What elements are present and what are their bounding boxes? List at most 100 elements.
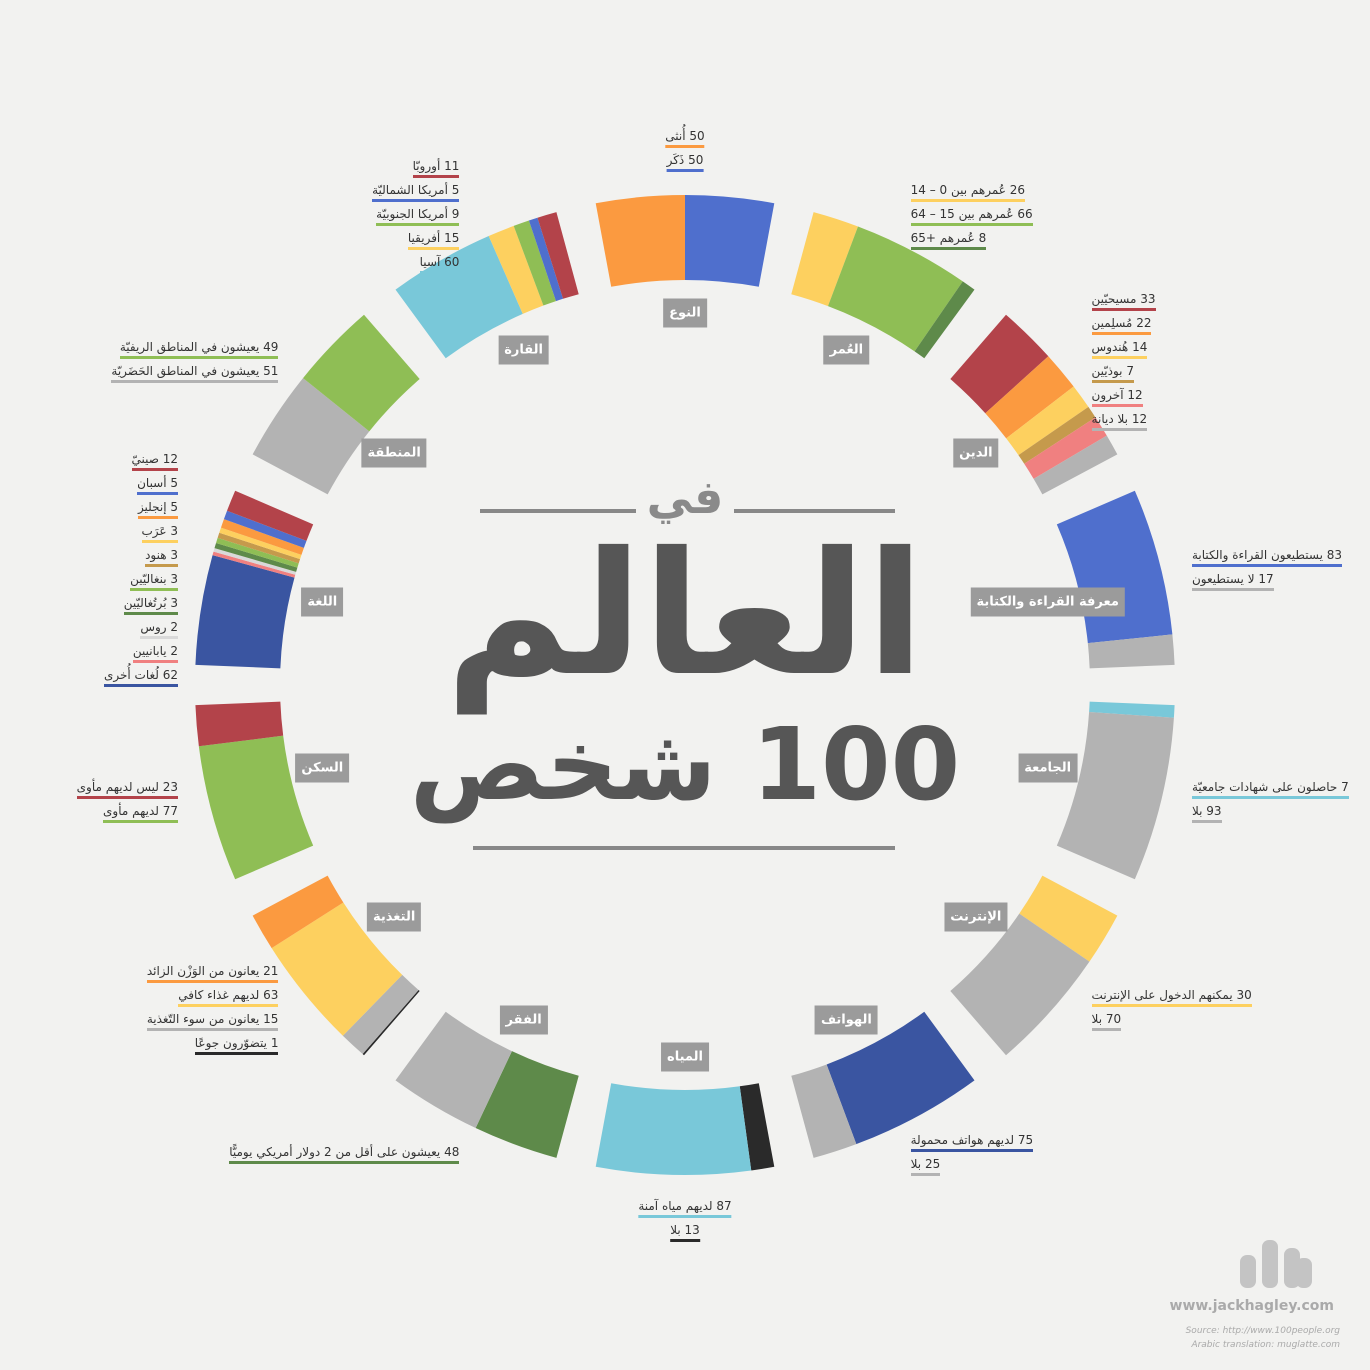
segment [219, 527, 302, 560]
segment [826, 1011, 975, 1145]
item-label: 50 أُنثى [665, 128, 705, 148]
item-label: 9 أمريكا الجنوبيّة [376, 206, 460, 227]
item-label: 22 مُسلِمين [1091, 315, 1152, 335]
segment [252, 875, 344, 949]
segment [791, 212, 858, 307]
item-value: 3 [170, 596, 179, 611]
item-value: 25 [924, 1156, 941, 1171]
item-value: 5 [170, 476, 179, 491]
segment [513, 220, 556, 306]
segment [791, 1064, 857, 1158]
item-value: 22 [1136, 315, 1152, 330]
group-label: الهواتف [814, 1005, 878, 1035]
item-label: 1 يتضوّرون جوعًا [194, 1035, 279, 1056]
item-label: 15 أفريقيا [407, 230, 460, 251]
item-name: لديهم غذاء كافي [178, 988, 260, 1003]
item-label: 13 بلا [670, 1222, 700, 1242]
item-label: 8 عُمرهم +65 [910, 230, 987, 251]
group-label: القارة [498, 335, 549, 365]
item-value: 2 [170, 620, 179, 635]
item-name: يعيشون على أقل من 2 دولار أمريكي يوميًّا [229, 1144, 441, 1159]
item-label: 15 يعانون من سوء التّغذية [146, 1011, 279, 1032]
item-name: أُنثى [665, 129, 686, 143]
group-label: الجامعة [1018, 753, 1078, 783]
segment [271, 902, 403, 1036]
item-name: بلا [670, 1223, 681, 1237]
item-label: 63 لديهم غذاء كافي [178, 987, 279, 1008]
segment [475, 1051, 579, 1158]
item-name: حاصلون على شهادات جامعيّة [1191, 779, 1338, 794]
item-value: 2 [170, 644, 179, 659]
item-label: 2 يابانيين [132, 643, 179, 664]
item-name: بلا [1091, 1012, 1103, 1027]
item-value: 48 [444, 1144, 460, 1159]
segment [528, 217, 564, 302]
item-label: 2 روس [140, 619, 179, 640]
segment [1056, 712, 1174, 880]
group-label: المياه [661, 1042, 709, 1072]
item-name: عَرَب [141, 524, 167, 539]
item-label: 5 أمريكا الشماليّة [372, 182, 460, 203]
item-name: يابانيين [132, 644, 167, 659]
item-name: لُغات أُخرى [103, 668, 159, 683]
group-label: معرفة القراءة والكتابة [970, 587, 1125, 617]
item-name: روس [140, 620, 167, 635]
item-value: 15 [263, 1012, 279, 1027]
item-label: 7 حاصلون على شهادات جامعيّة [1191, 779, 1349, 799]
item-value: 51 [263, 363, 279, 378]
pretitle: في [646, 470, 724, 524]
item-value: 60 [444, 255, 460, 270]
item-label: 51 يعيشون في المناطق الحَضَريّة [111, 363, 279, 383]
site: www.jackhagley.com [1169, 1298, 1334, 1314]
item-label: 48 يعيشون على أقل من 2 دولار أمريكي يومي… [229, 1144, 460, 1164]
item-label: 50 ذَكَر [666, 152, 704, 172]
segment [595, 195, 685, 287]
group-label: العُمر [823, 335, 870, 365]
item-label: 62 لُغات أُخرى [103, 667, 179, 688]
item-value: 62 [162, 668, 179, 683]
item-label: 26 عُمرهم بين 0 – 14 [910, 182, 1026, 203]
segment [198, 735, 314, 880]
item-value: 11 [444, 159, 460, 174]
item-name: آسيا [419, 255, 441, 270]
item-label: 12 صينيّ [131, 451, 179, 472]
item-name: يعانون من الوَزْن الزائد [146, 964, 260, 979]
item-label: 25 بلا [910, 1156, 941, 1176]
item-label: 70 بلا [1091, 1011, 1122, 1032]
segment [195, 555, 295, 669]
item-name: يعانون من سوء التّغذية [146, 1012, 260, 1027]
item-name: بوذيّين [1091, 363, 1123, 378]
item-value: 49 [263, 339, 279, 354]
item-name: أفريقيا [407, 231, 441, 246]
item-value: 50 [689, 129, 705, 143]
segment [1006, 386, 1089, 456]
segment [827, 226, 963, 352]
item-label: 11 أوروبّا [412, 158, 460, 179]
segment [914, 281, 975, 359]
item-value: 70 [1105, 1012, 1122, 1027]
segment [488, 225, 544, 314]
item-label: 3 بُرتُغاليّين [123, 595, 179, 616]
item-value: 1 [270, 1036, 279, 1051]
item-value: 75 [1017, 1132, 1034, 1147]
item-value: 87 [716, 1199, 732, 1213]
item-name: عُمرهم بين 15 – 64 [910, 207, 1014, 222]
item-value: 30 [1236, 988, 1252, 1003]
item-name: يستطيعون القراءة والكتابة [1191, 548, 1323, 563]
item-value: 50 [688, 153, 704, 167]
item-value: 7 [1126, 363, 1134, 378]
item-name: لديهم مياه آمنة [638, 1199, 713, 1213]
item-name: مسيحيّين [1091, 291, 1137, 306]
item-label: 30 يمكنهم الدخول على الإنترنت [1091, 987, 1252, 1008]
translation: Arabic translation: muglatte.com [1191, 1340, 1340, 1350]
segment [223, 510, 307, 548]
item-name: أمريكا الجنوبيّة [376, 207, 448, 222]
item-name: لديهم هواتف محمولة [910, 1132, 1015, 1147]
group-label: الإنترنت [944, 902, 1008, 932]
item-name: صينيّ [131, 452, 159, 467]
item-value: 93 [1206, 803, 1222, 818]
segment [1024, 417, 1107, 479]
item-name: لا يستطيعون [1191, 572, 1255, 587]
